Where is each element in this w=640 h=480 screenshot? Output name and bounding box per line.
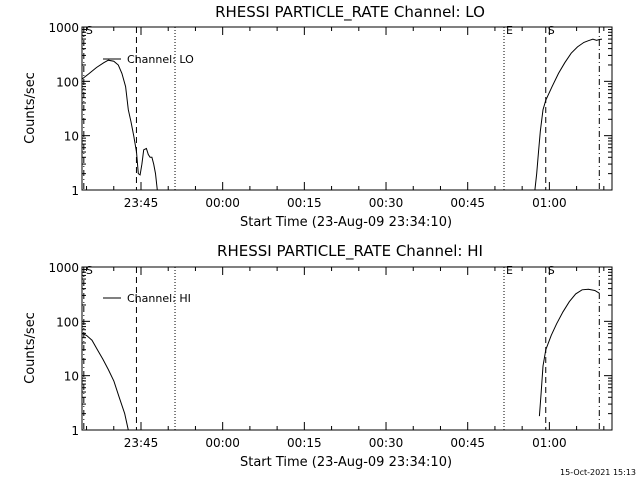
generation-timestamp: 15-Oct-2021 15:13 [560,468,636,477]
legend: Channel: HI [103,292,191,305]
series-line [81,59,158,191]
plot-frame [81,26,613,191]
marker-label: S [86,264,93,277]
y-tick-label: 100 [56,315,79,329]
legend: Channel: LO [103,53,194,66]
x-tick-label: 00:30 [369,196,404,210]
y-tick-label: 1 [71,184,79,198]
marker-label: E [506,264,513,277]
legend-entry: Channel: HI [127,292,191,305]
series-line [81,332,129,431]
x-tick-label: 01:00 [532,196,567,210]
x-axis-label: Start Time (23-Aug-09 23:34:10) [240,215,452,230]
x-tick-label: 23:45 [124,196,159,210]
x-tick-label: 00:00 [205,196,240,210]
series-line [538,288,600,417]
axis-ticks: 1 10 100 1000 23:45 00:00 00:15 00:30 00:45 01:00 [48,261,612,450]
lo-channel-panel: RHESSI PARTICLE_RATE Channel: LO Counts/… [23,3,613,230]
x-axis-label: Start Time (23-Aug-09 23:34:10) [240,455,452,470]
hi-channel-panel: RHESSI PARTICLE_RATE Channel: HI Counts/… [23,242,613,470]
x-tick-label: 00:45 [450,436,485,450]
marker-label: E [506,24,513,37]
y-tick-label: 1000 [48,261,79,275]
series-lines [81,288,600,431]
marker-label: S [86,24,93,37]
legend-entry: Channel: LO [127,53,194,66]
x-tick-label: 00:45 [450,196,485,210]
marker-label: S [548,24,555,37]
marker-label: S [548,264,555,277]
x-tick-label: 00:00 [205,436,240,450]
y-tick-label: 100 [56,75,79,89]
y-tick-label: 1 [71,424,79,438]
y-tick-label: 1000 [48,21,79,35]
chart-title: RHESSI PARTICLE_RATE Channel: LO [215,3,485,22]
y-axis-label: Counts/sec [23,72,38,144]
series-lines [81,38,603,191]
series-line [534,38,603,191]
x-tick-label: 00:15 [287,196,322,210]
chart-title: RHESSI PARTICLE_RATE Channel: HI [217,242,483,261]
x-tick-label: 00:30 [369,436,404,450]
y-axis-label: Counts/sec [23,312,38,384]
x-tick-label: 01:00 [532,436,567,450]
x-tick-label: 00:15 [287,436,322,450]
y-tick-label: 10 [64,370,79,384]
x-tick-label: 23:45 [124,436,159,450]
plot-frame [81,266,613,431]
axis-ticks: 1 10 100 1000 23:45 00:00 00:15 00:30 00:45 01:00 [48,21,612,210]
y-tick-label: 10 [64,130,79,144]
